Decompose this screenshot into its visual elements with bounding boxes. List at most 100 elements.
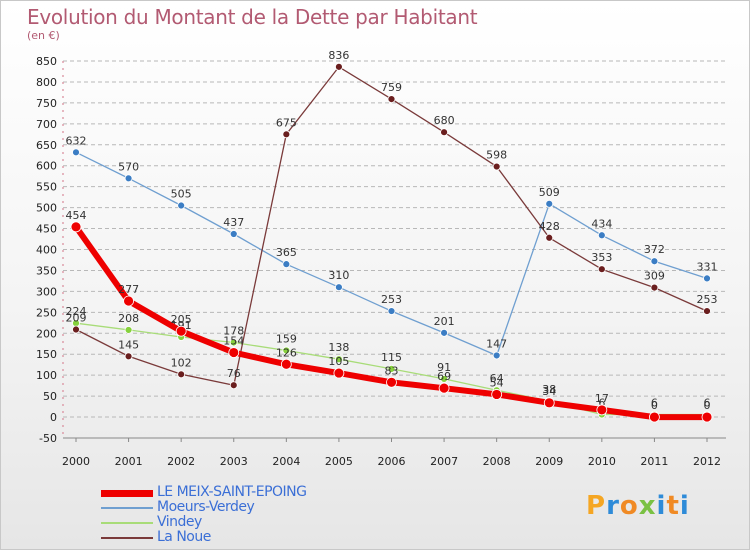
- data-label: 372: [644, 243, 665, 256]
- legend-item: Vindey: [101, 515, 361, 530]
- data-label: 365: [276, 246, 297, 259]
- data-label: 178: [223, 324, 244, 337]
- legend-label: Moeurs-Verdey: [157, 499, 255, 515]
- data-label: 454: [66, 209, 87, 222]
- data-label: 6: [598, 397, 605, 410]
- data-point: [335, 355, 343, 364]
- data-label: 331: [697, 260, 718, 273]
- data-point: [387, 307, 396, 315]
- logo-letter: P: [586, 491, 607, 521]
- legend-label: LE MEIX-SAINT-EPOING: [157, 484, 307, 500]
- x-tick-label: 2011: [640, 455, 668, 468]
- legend-swatch: [101, 489, 153, 497]
- data-point: [229, 381, 238, 390]
- y-tick-label: 400: [36, 244, 57, 257]
- data-point: [440, 328, 448, 337]
- y-tick-label: 550: [36, 181, 57, 194]
- data-label: 836: [328, 49, 349, 62]
- x-tick-label: 2006: [378, 455, 406, 468]
- data-point: [543, 397, 555, 409]
- data-point: [386, 376, 397, 388]
- data-label: 6: [651, 397, 658, 410]
- data-label: 0: [651, 399, 658, 412]
- data-point: [333, 367, 345, 379]
- data-point: [596, 404, 608, 416]
- legend-swatch: [101, 522, 153, 524]
- data-point: [175, 325, 187, 337]
- logo-letter: i: [656, 491, 667, 521]
- legend-label: La Noue: [157, 529, 211, 545]
- data-point: [491, 389, 503, 400]
- data-point: [70, 221, 82, 233]
- x-tick-label: 2005: [325, 455, 353, 468]
- data-point: [597, 231, 606, 240]
- data-point: [72, 325, 80, 334]
- y-tick-label: 250: [36, 306, 57, 319]
- data-label: 76: [227, 367, 241, 380]
- y-tick-label: 0: [50, 411, 57, 424]
- data-label: 0: [704, 399, 711, 412]
- data-point: [438, 382, 450, 394]
- data-label: 34: [542, 385, 556, 398]
- data-label: 91: [437, 361, 451, 374]
- data-label: 680: [434, 114, 455, 127]
- data-point: [492, 162, 501, 171]
- data-label: 253: [697, 293, 718, 306]
- y-tick-label: -50: [39, 432, 57, 445]
- data-point: [650, 257, 659, 266]
- data-point: [280, 358, 292, 370]
- data-label: 154: [223, 335, 244, 348]
- x-tick-label: 2008: [483, 455, 511, 468]
- y-tick-label: 500: [36, 202, 57, 215]
- data-point: [335, 62, 343, 71]
- data-point: [701, 411, 713, 423]
- legend-swatch: [101, 507, 153, 509]
- data-label: 509: [539, 186, 560, 199]
- data-label: 159: [276, 332, 297, 345]
- logo-letter: t: [666, 491, 680, 521]
- data-point: [387, 95, 396, 104]
- data-point: [229, 338, 238, 347]
- data-label: 253: [381, 293, 402, 306]
- data-point: [440, 375, 448, 383]
- data-label: 17: [595, 392, 609, 405]
- x-tick-label: 2004: [272, 455, 300, 468]
- legend-swatch: [101, 537, 153, 539]
- legend-item: Moeurs-Verdey: [101, 500, 361, 515]
- series-line: [75, 328, 235, 386]
- data-label: 115: [381, 351, 402, 364]
- data-label: 759: [381, 81, 402, 94]
- chart-title: Evolution du Montant de la Dette par Hab…: [27, 5, 478, 29]
- data-point: [545, 233, 554, 242]
- y-tick-label: 800: [36, 76, 57, 89]
- data-point: [177, 370, 186, 379]
- data-label: 505: [171, 188, 192, 201]
- data-label: 434: [591, 217, 612, 230]
- legend-item: LE MEIX-SAINT-EPOING: [101, 485, 361, 500]
- data-label: 277: [118, 283, 139, 296]
- proxiti-logo: Proxiti: [586, 491, 690, 521]
- data-point: [228, 347, 240, 358]
- data-point: [282, 130, 291, 139]
- data-label: 145: [118, 338, 139, 351]
- y-tick-label: 600: [36, 160, 57, 173]
- data-point: [123, 295, 134, 307]
- data-point: [72, 148, 80, 157]
- data-label: 675: [276, 116, 297, 129]
- data-label: 69: [437, 370, 451, 383]
- y-tick-label: 300: [36, 285, 57, 298]
- y-tick-label: 700: [36, 118, 57, 131]
- y-tick-label: 350: [36, 264, 57, 277]
- data-label: 570: [118, 160, 139, 173]
- data-point: [124, 352, 133, 361]
- data-point: [124, 326, 133, 334]
- data-label: 209: [66, 312, 87, 325]
- legend-label: Vindey: [157, 514, 202, 530]
- y-tick-label: 850: [36, 55, 57, 68]
- data-label: 126: [276, 346, 297, 359]
- data-point: [177, 201, 186, 210]
- y-tick-label: 200: [36, 327, 57, 340]
- x-tick-label: 2001: [115, 455, 143, 468]
- data-label: 138: [328, 341, 349, 354]
